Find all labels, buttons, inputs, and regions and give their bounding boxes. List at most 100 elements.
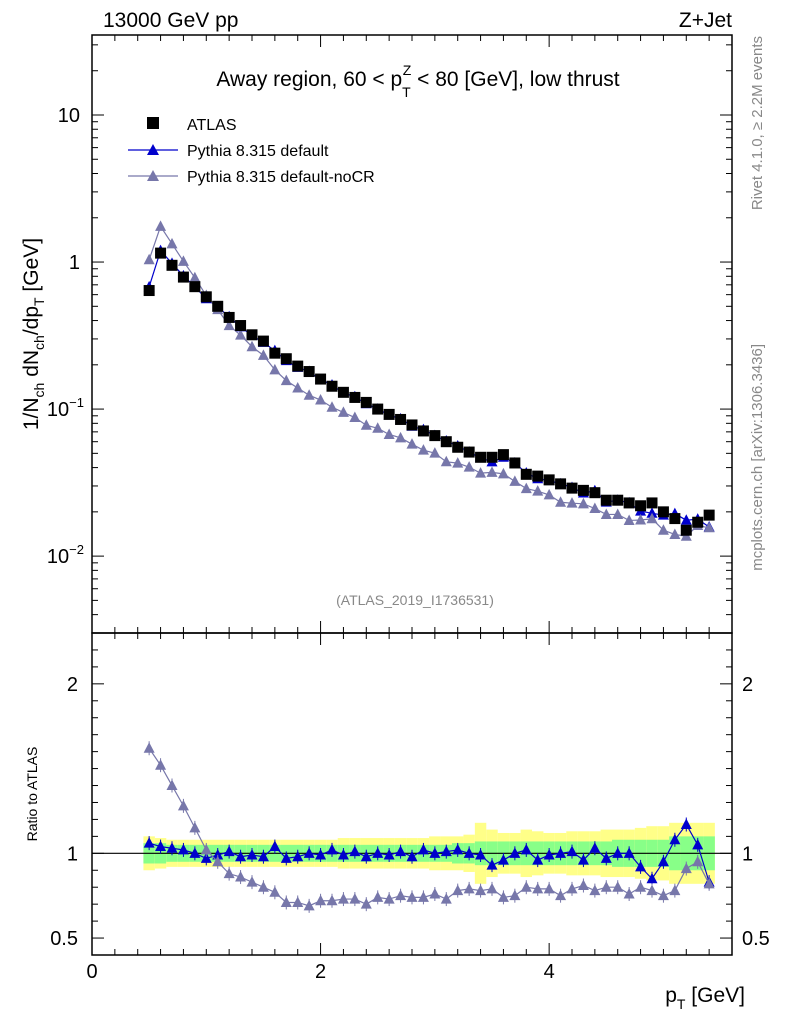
ratio-default-point (292, 850, 304, 862)
ratio-nocr-point (166, 779, 178, 791)
ratio-default-point (635, 860, 647, 872)
ratio-default-point (303, 847, 315, 858)
ratio-nocr-point (680, 862, 692, 874)
ratio-default-point (600, 852, 612, 863)
ratio-frame (91, 632, 733, 956)
ratio-default-point (463, 847, 475, 858)
y-tick-label-main: 1 (69, 252, 80, 274)
main-atlas-point (555, 478, 567, 490)
mcplots-label: mcplots.cern.ch [arXiv:1306.3436] (749, 344, 766, 571)
main-nocr-point (280, 374, 292, 386)
main-atlas-point (326, 380, 338, 392)
legend-default-marker (147, 144, 159, 155)
ratio-nocr-point (657, 889, 669, 901)
main-nocr-point (509, 475, 521, 486)
ratio-default-point (269, 840, 281, 852)
main-atlas-point (166, 259, 178, 271)
main-nocr-point (543, 488, 555, 500)
ratio-default-point (429, 847, 441, 858)
ratio-nocr-point (703, 877, 715, 889)
ratio-default-point (646, 872, 658, 884)
ratio-nocr-point (235, 871, 247, 882)
ratio-nocr-point (463, 882, 475, 894)
main-nocr-point (223, 319, 235, 331)
ratio-nocr-point (692, 855, 704, 867)
main-atlas-point (269, 347, 281, 359)
main-nocr-point (235, 329, 247, 340)
legend: ATLAS Pythia 8.315 default Pythia 8.315 … (128, 117, 375, 186)
ratio-nocr-point (246, 876, 258, 887)
ratio-nocr-point (280, 896, 292, 907)
main-atlas-point (623, 497, 635, 509)
main-nocr-point (635, 514, 647, 525)
y-tick-label-ratio-right: 2 (742, 674, 753, 696)
main-atlas-point (337, 386, 349, 398)
ratio-default-point (395, 845, 407, 857)
ratio-default-point (509, 847, 521, 858)
ratio-nocr-point (383, 893, 395, 904)
ratio-nocr-point (486, 882, 498, 894)
ratio-default-point (235, 850, 247, 862)
ratio-nocr-point (566, 882, 578, 894)
ratio-default-point (315, 849, 327, 860)
ratio-default-point (680, 818, 692, 830)
main-atlas-point (452, 441, 464, 453)
main-nocr-point (566, 497, 578, 508)
main-atlas-point (406, 419, 418, 431)
ratio-nocr-point (509, 889, 521, 901)
main-nocr-point (463, 461, 475, 472)
ratio-nocr-point (200, 843, 212, 855)
ratio-default-point (555, 847, 567, 858)
main-nocr-point (600, 508, 612, 519)
main-atlas-point (669, 513, 681, 525)
ratio-nocr-point (212, 855, 224, 867)
y-tick-label-main: 10−2 (47, 542, 84, 568)
ratio-nocr-point (623, 887, 635, 899)
ratio-nocr-point (497, 891, 509, 902)
ratio-nocr-point (475, 884, 487, 896)
x-axis-title: pT [GeV] (665, 984, 745, 1012)
main-nocr-point (532, 485, 544, 496)
main-atlas-point (440, 436, 452, 448)
main-atlas-point (703, 509, 715, 521)
legend-atlas-marker (147, 117, 159, 129)
y-tick-label-ratio-left: 2 (67, 674, 78, 696)
ratio-default-point (692, 838, 704, 850)
ratio-nocr-point (189, 821, 201, 833)
main-nocr-point (646, 512, 658, 524)
main-nocr-point (177, 255, 189, 266)
main-atlas-point (315, 373, 327, 385)
main-nocr-point (520, 482, 532, 494)
main-nocr-point (417, 444, 429, 455)
main-nocr-point (189, 271, 201, 283)
ratio-default-point (372, 847, 384, 858)
main-nocr-point (269, 363, 281, 375)
main-atlas-point (497, 449, 509, 461)
y-tick-label-ratio-left: 1 (67, 843, 78, 865)
main-atlas-point (223, 311, 235, 323)
main-atlas-point (349, 391, 361, 403)
ratio-nocr-point (360, 898, 372, 909)
main-atlas-point (372, 403, 384, 415)
main-atlas-point (589, 487, 601, 499)
ratio-nocr-point (326, 894, 338, 906)
ratio-default-point (543, 849, 555, 860)
main-nocr-point (657, 524, 669, 535)
main-atlas-point (200, 291, 212, 303)
ratio-nocr-point (143, 742, 155, 753)
legend-nocr-label: Pythia 8.315 default-noCR (187, 169, 375, 186)
main-atlas-point (463, 446, 475, 458)
ratio-nocr-point (155, 759, 167, 770)
ratio-nocr-point (292, 896, 304, 907)
ratio-nocr-point (417, 891, 429, 902)
main-nocr-point (246, 340, 258, 352)
main-atlas-point (646, 497, 658, 509)
ratio-nocr-point (223, 867, 235, 879)
main-nocr-point (452, 457, 464, 468)
ratio-nocr-point (520, 881, 532, 892)
analysis-id: (ATLAS_2019_I1736531) (336, 592, 494, 608)
ratio-nocr-point (315, 894, 327, 906)
main-atlas-point (429, 430, 441, 442)
ratio-curves (92, 741, 732, 913)
y-tick-label-ratio-right: 0.5 (742, 928, 770, 950)
